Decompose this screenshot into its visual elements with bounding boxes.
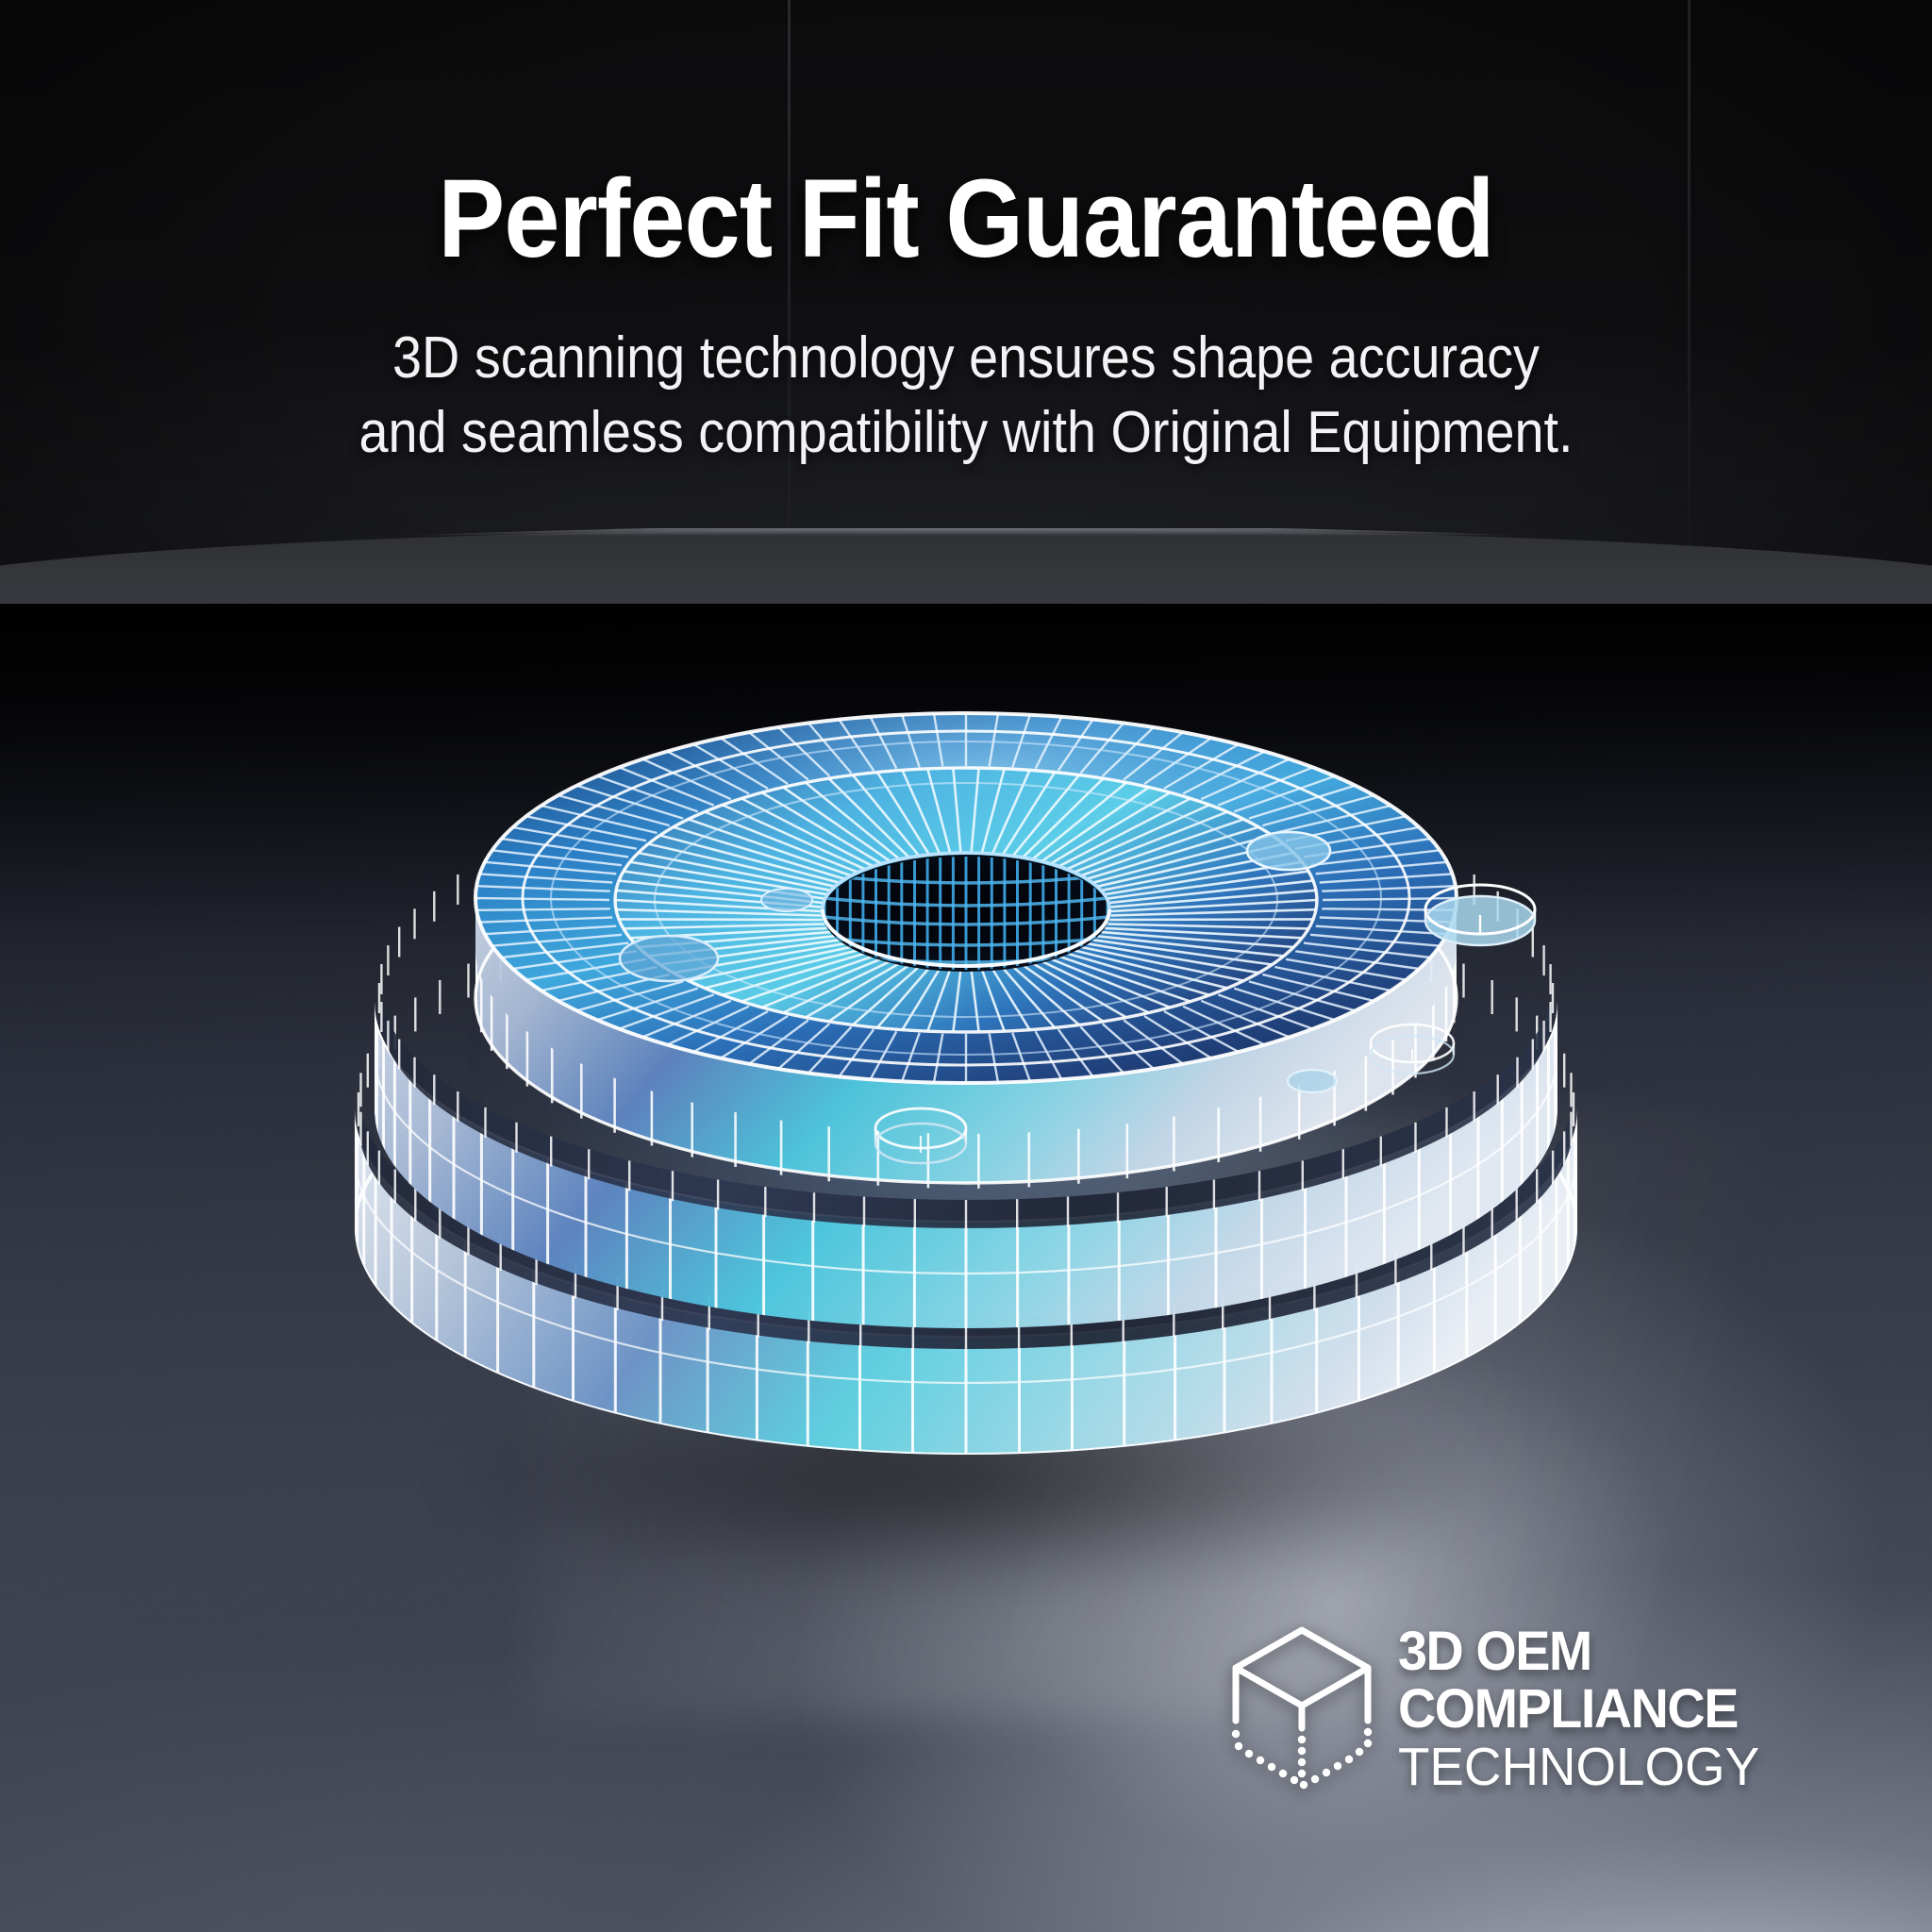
subtitle-line-2: and seamless compatibility with Original… bbox=[358, 400, 1574, 466]
bolt-hole bbox=[1369, 1023, 1456, 1075]
drum-bolt-holes bbox=[618, 830, 1537, 1165]
wireframe-cube-icon bbox=[1231, 1626, 1373, 1790]
logo-line-3: TECHNOLOGY bbox=[1398, 1737, 1760, 1797]
brand-logo: 3D OEM COMPLIANCE TECHNOLOGY bbox=[1226, 1619, 1774, 1802]
subtitle-line-1: 3D scanning technology ensures shape acc… bbox=[392, 325, 1540, 391]
bolt-hole bbox=[760, 888, 813, 912]
page-title: Perfect Fit Guaranteed bbox=[438, 157, 1494, 281]
brand-logo-text: 3D OEM COMPLIANCE TECHNOLOGY bbox=[1398, 1619, 1774, 1794]
brake-drum-wireframe-svg bbox=[355, 711, 1577, 1455]
bolt-hole bbox=[874, 1107, 968, 1165]
logo-line-1: 3D OEM bbox=[1398, 1621, 1592, 1682]
bolt-hole bbox=[1245, 830, 1332, 872]
brake-drum-3d-model bbox=[258, 666, 1674, 1496]
wall-vignette bbox=[0, 0, 1932, 609]
page-subtitle: 3D scanning technology ensures shape acc… bbox=[96, 321, 1835, 471]
drum-center-hub-hole bbox=[821, 851, 1111, 972]
logo-line-2: COMPLIANCE bbox=[1398, 1678, 1739, 1740]
bolt-hole bbox=[1424, 883, 1537, 947]
product-floor-reflection bbox=[274, 1406, 1660, 1783]
bolt-hole bbox=[1286, 1068, 1339, 1094]
bolt-hole bbox=[618, 934, 720, 983]
